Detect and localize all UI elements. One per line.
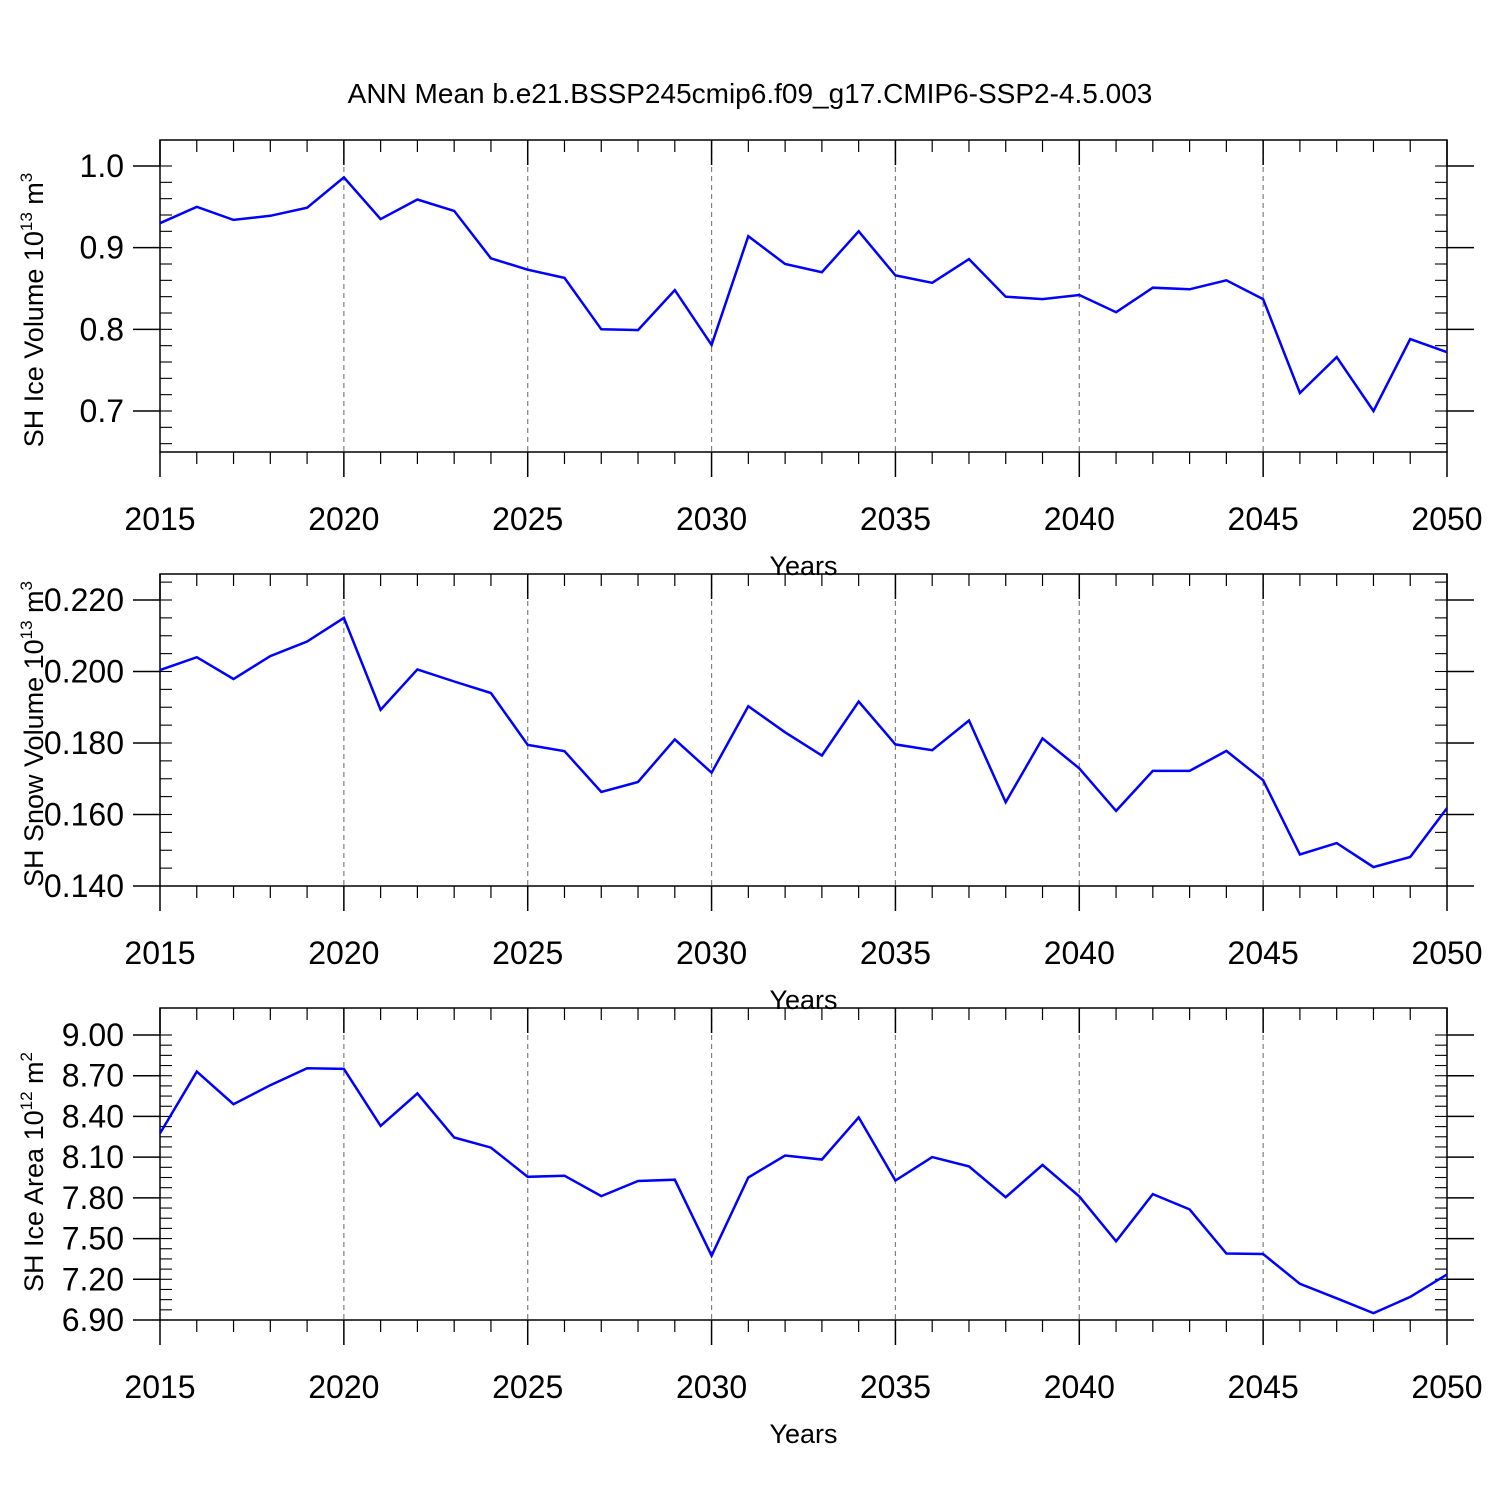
x-tick-label: 2025 bbox=[492, 501, 563, 537]
x-tick-label: 2045 bbox=[1228, 935, 1299, 971]
x-tick-label: 2050 bbox=[1411, 501, 1482, 537]
y-tick-label: 0.200 bbox=[44, 654, 124, 690]
x-tick-label: 2035 bbox=[860, 935, 931, 971]
y-axis-label: SH Ice Volume 1013 m3 bbox=[17, 173, 49, 448]
x-tick-label: 2030 bbox=[676, 501, 747, 537]
x-tick-label: 2040 bbox=[1044, 1369, 1115, 1405]
x-tick-label: 2040 bbox=[1044, 935, 1115, 971]
x-tick-label: 2040 bbox=[1044, 501, 1115, 537]
panel-1: 2015 2020 2025 2030 2035 2040 2045 2050 0.7 0.8 0.… bbox=[17, 139, 1483, 581]
x-tick-label: 2030 bbox=[676, 935, 747, 971]
x-tick-label: 2015 bbox=[124, 501, 195, 537]
y-tick-label: 0.9 bbox=[80, 230, 124, 266]
x-tick-label: 2020 bbox=[308, 935, 379, 971]
y-tick-label: 8.40 bbox=[62, 1098, 124, 1134]
plot-frame bbox=[159, 573, 1448, 887]
y-tick-label: 0.140 bbox=[44, 868, 124, 904]
y-tick-label: 0.220 bbox=[44, 582, 124, 618]
y-tick-label: 7.20 bbox=[62, 1261, 124, 1297]
x-tick-label: 2025 bbox=[492, 1369, 563, 1405]
y-tick-label: 8.70 bbox=[62, 1058, 124, 1094]
series-line bbox=[159, 175, 1448, 414]
y-tick-label: 0.7 bbox=[80, 393, 124, 429]
x-tick-label: 2015 bbox=[124, 1369, 195, 1405]
y-tick-label: 1.0 bbox=[80, 148, 124, 184]
x-tick-label: 2045 bbox=[1228, 1369, 1299, 1405]
y-tick-label: 9.00 bbox=[62, 1017, 124, 1053]
x-tick-label: 2030 bbox=[676, 1369, 747, 1405]
plot-frame bbox=[159, 139, 1448, 453]
y-tick-label: 7.50 bbox=[62, 1221, 124, 1257]
x-tick-label: 2050 bbox=[1411, 935, 1482, 971]
plot-frame bbox=[159, 1007, 1448, 1321]
panel-3: 2015 2020 2025 2030 2035 2040 2045 2050 6.90 7.20… bbox=[17, 1007, 1483, 1449]
x-tick-label: 2035 bbox=[860, 501, 931, 537]
x-axis-label: Years bbox=[769, 551, 837, 581]
y-tick-label: 0.180 bbox=[44, 725, 124, 761]
chart-title: ANN Mean b.e21.BSSP245cmip6.f09_g17.CMIP… bbox=[348, 78, 1153, 109]
panel-2: 2015 2020 2025 2030 2035 2040 2045 2050 0.140 0.1… bbox=[17, 573, 1483, 1015]
x-tick-label: 2045 bbox=[1228, 501, 1299, 537]
y-tick-label: 7.80 bbox=[62, 1180, 124, 1216]
x-tick-label: 2050 bbox=[1411, 1369, 1482, 1405]
series-line bbox=[158, 1067, 1448, 1315]
x-tick-label: 2015 bbox=[124, 935, 195, 971]
series-line bbox=[159, 616, 1448, 869]
y-tick-label: 6.90 bbox=[62, 1302, 124, 1338]
x-axis-label: Years bbox=[769, 985, 837, 1015]
x-tick-label: 2020 bbox=[308, 1369, 379, 1405]
y-tick-label: 8.10 bbox=[62, 1139, 124, 1175]
x-tick-label: 2020 bbox=[308, 501, 379, 537]
y-tick-label: 0.8 bbox=[80, 311, 124, 347]
x-tick-label: 2035 bbox=[860, 1369, 931, 1405]
y-axis-label: SH Snow Volume 1013 m3 bbox=[17, 581, 49, 887]
y-axis-label: SH Ice Area 1012 m2 bbox=[17, 1052, 49, 1292]
x-axis-label: Years bbox=[769, 1419, 837, 1449]
y-tick-label: 0.160 bbox=[44, 797, 124, 833]
x-tick-label: 2025 bbox=[492, 935, 563, 971]
